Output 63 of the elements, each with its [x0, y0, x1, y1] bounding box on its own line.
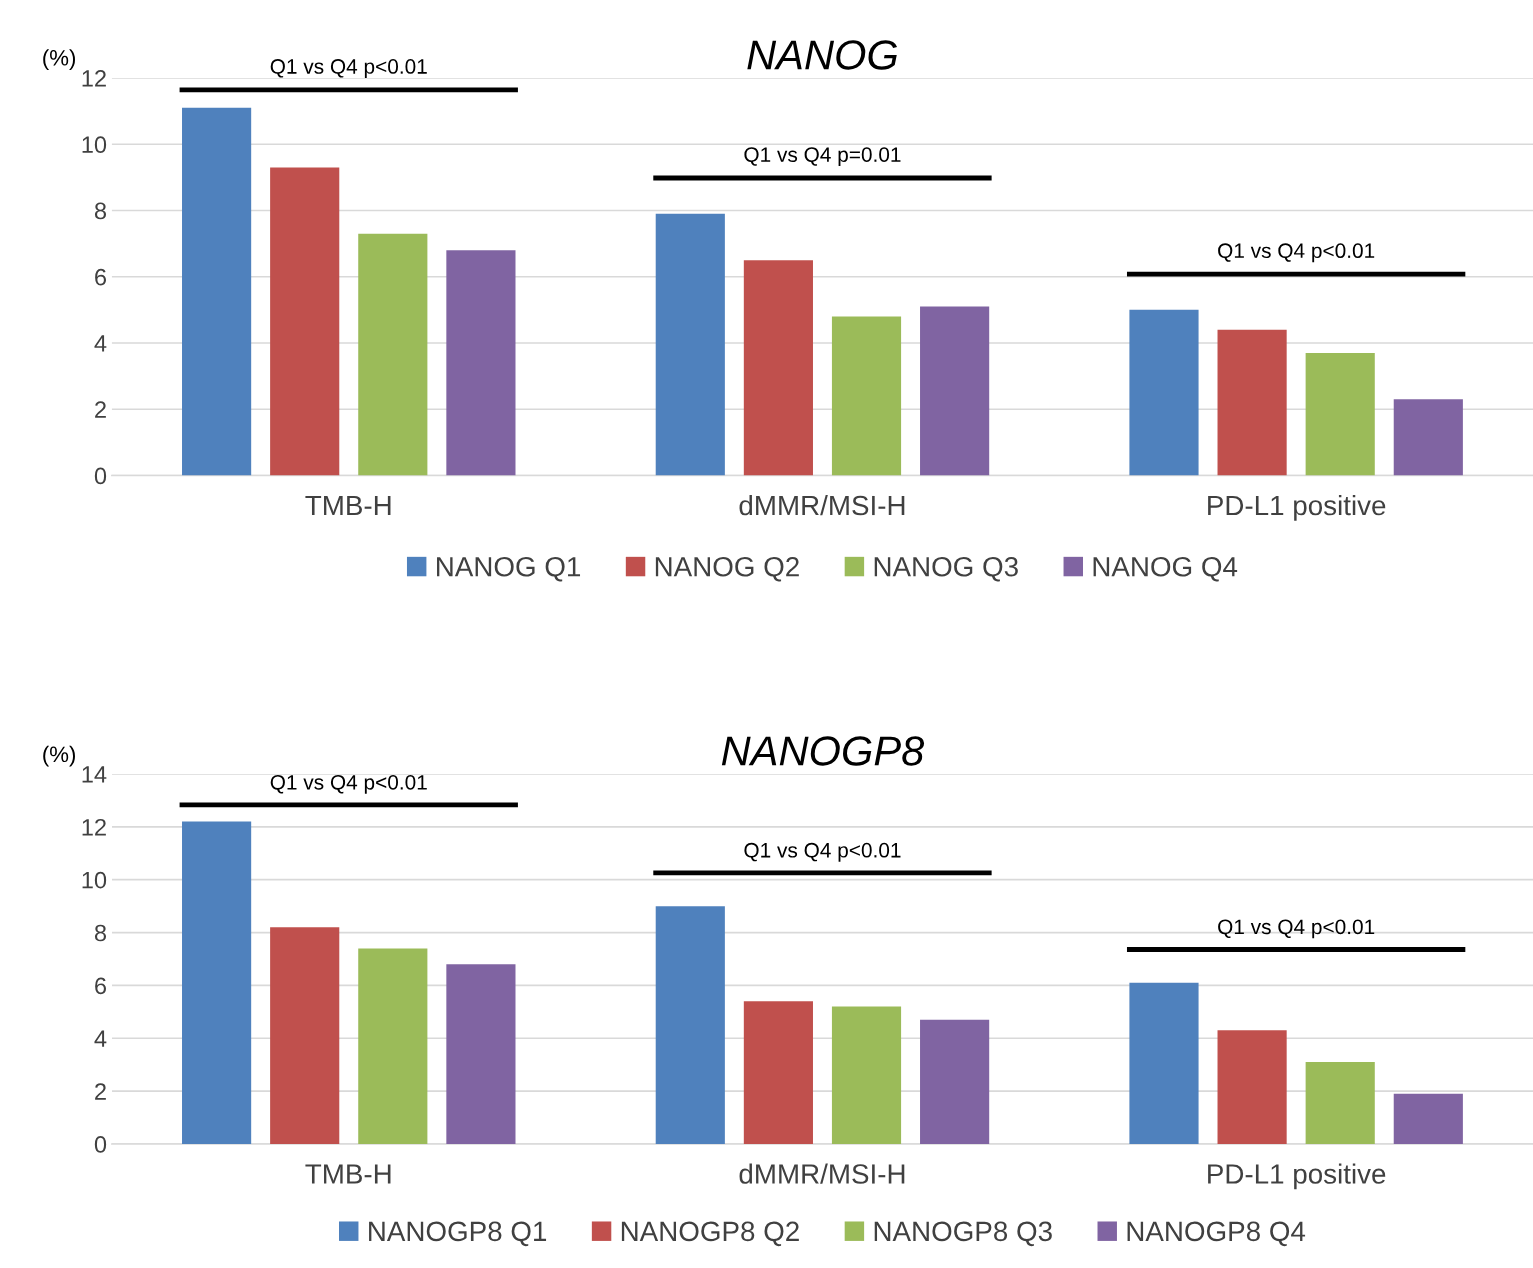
y-tick-label: 10 — [82, 871, 107, 889]
bar — [1305, 352, 1375, 476]
chart-title: NANOG — [747, 40, 898, 70]
y-tick-label: 4 — [94, 335, 107, 352]
y-tick-label: 6 — [95, 977, 107, 995]
x-tick-label: dMMR/MSI-H — [739, 494, 905, 516]
annotation: Q1 vs Q4 p<0.01 — [270, 59, 427, 78]
bar — [270, 167, 340, 476]
bar — [1217, 329, 1287, 476]
x-tick-label: PD-L1 positive — [1208, 1163, 1386, 1190]
y-tick-label: 0 — [94, 1136, 107, 1153]
bar — [920, 1019, 990, 1144]
bar — [1393, 1093, 1463, 1144]
y-axis-title: (%) — [43, 49, 75, 71]
bar — [655, 906, 725, 1144]
bar — [743, 1001, 813, 1144]
y-tick-label: 14 — [82, 766, 107, 783]
y-tick-label: 2 — [95, 1083, 106, 1100]
x-tick-label: TMB-H — [305, 495, 391, 516]
y-tick-label: 0 — [94, 467, 107, 485]
y-tick-label: 2 — [95, 401, 106, 418]
bar — [1305, 1062, 1375, 1144]
annotation: Q1 vs Q4 p<0.01 — [1218, 919, 1375, 939]
legend-label: NANOGP8 Q3 — [874, 1221, 1052, 1247]
annotation: Q1 vs Q4 p<0.01 — [744, 842, 901, 862]
y-tick-label: 6 — [95, 268, 107, 286]
x-tick-label: dMMR/MSI-H — [739, 1163, 905, 1184]
legend-label: NANOG Q4 — [1093, 556, 1238, 582]
y-tick-label: 8 — [94, 924, 107, 942]
bar — [1129, 309, 1199, 476]
bar — [446, 250, 516, 476]
bar — [831, 316, 902, 476]
annotation: Q1 vs Q4 p<0.01 — [1218, 243, 1375, 263]
bar — [446, 964, 516, 1144]
legend-label: NANOGP8 Q2 — [621, 1221, 799, 1247]
bar — [358, 233, 428, 476]
legend-label: NANOG Q2 — [655, 556, 799, 582]
annotation: Q1 vs Q4 p=0.01 — [744, 147, 901, 167]
annotation: Q1 vs Q4 p<0.01 — [270, 774, 427, 794]
bar — [270, 927, 340, 1144]
y-tick-label: 8 — [94, 202, 107, 220]
bar — [182, 821, 252, 1144]
bar — [1129, 982, 1199, 1144]
bar — [655, 213, 725, 476]
bar — [831, 1006, 902, 1144]
bar — [743, 260, 813, 476]
y-tick-label: 12 — [82, 818, 106, 836]
x-tick-label: TMB-H — [305, 1164, 391, 1184]
y-tick-label: 4 — [94, 1030, 107, 1047]
x-tick-label: PD-L1 positive — [1208, 494, 1386, 521]
legend-label: NANOG Q3 — [874, 556, 1018, 582]
y-tick-label: 12 — [82, 70, 106, 87]
y-axis-title: (%) — [43, 745, 75, 767]
bar — [1217, 1030, 1287, 1144]
y-tick-label: 10 — [82, 136, 107, 154]
bar — [1393, 399, 1463, 476]
bar — [182, 107, 252, 476]
legend-label: NANOG Q1 — [437, 556, 581, 582]
chart-title: NANOGP8 — [721, 736, 925, 766]
bar — [920, 306, 990, 476]
legend-label: NANOGP8 Q1 — [369, 1221, 547, 1247]
bar — [358, 948, 428, 1144]
legend-label: NANOGP8 Q4 — [1127, 1221, 1306, 1247]
